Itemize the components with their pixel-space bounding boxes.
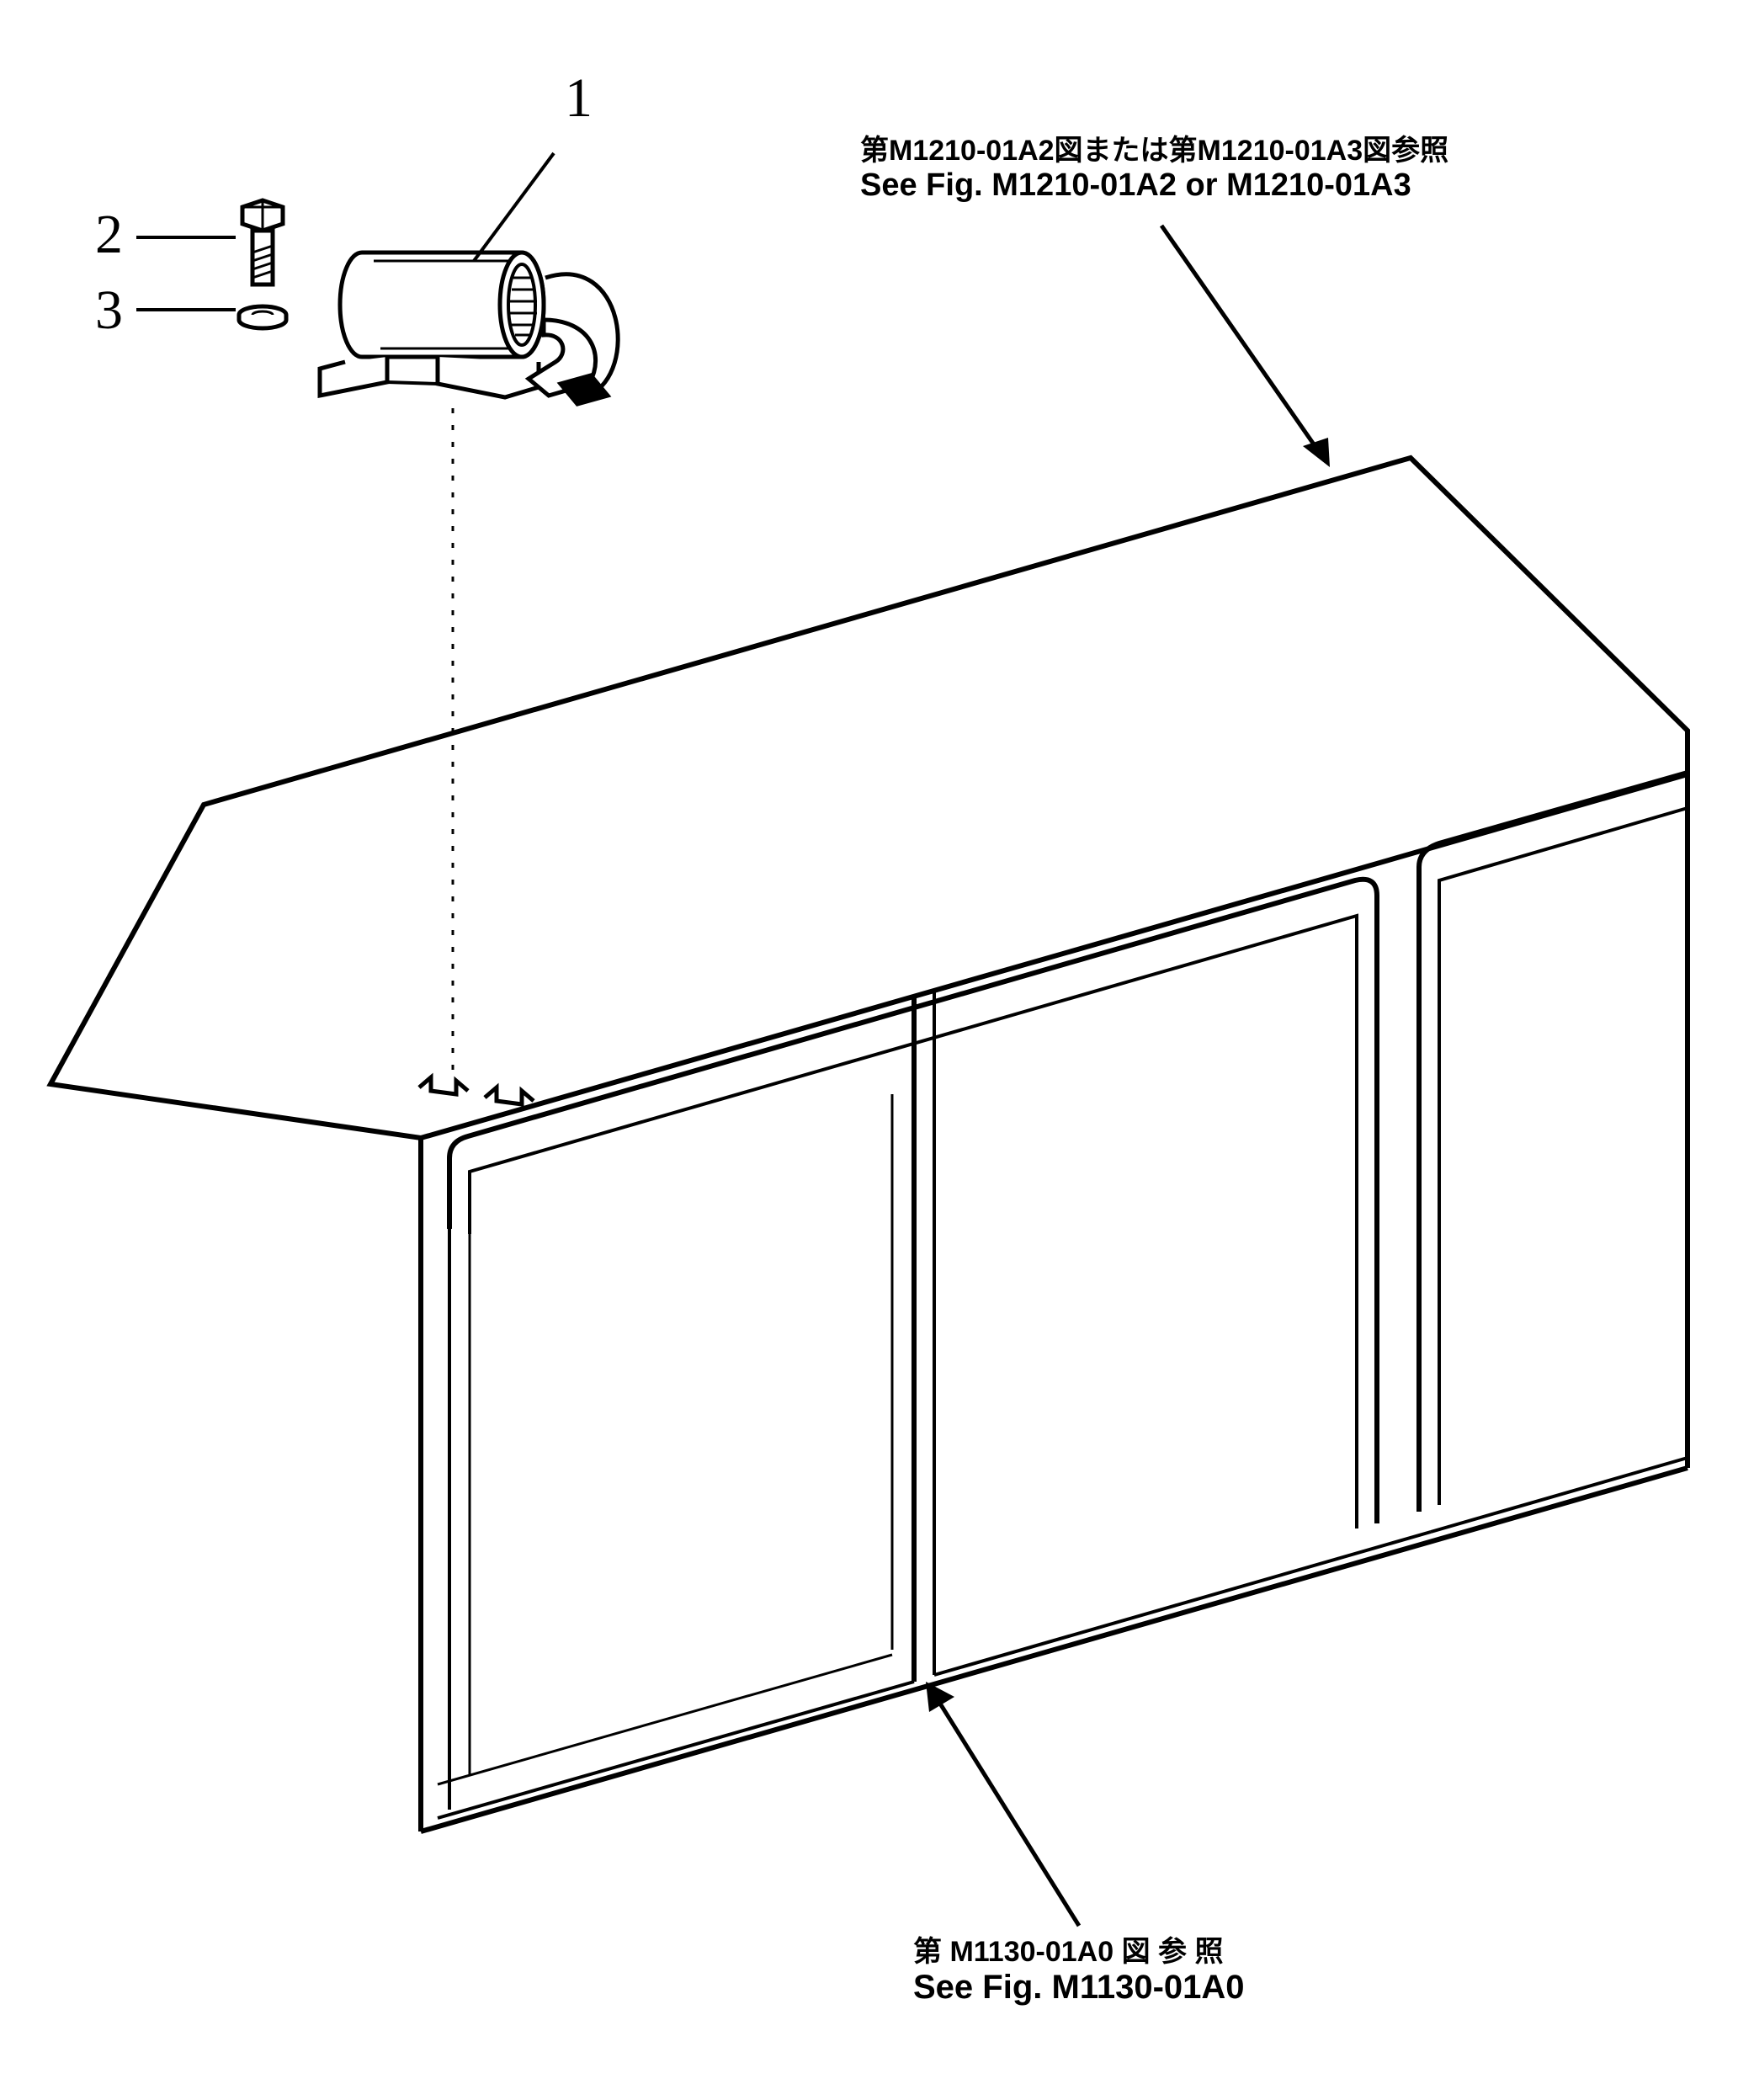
reference-bottom: 第 M1130-01A0 図 参 照 See Fig. M1130-01A0 — [913, 1682, 1245, 2006]
ref-top-en: See Fig. M1210-01A2 or M1210-01A3 — [860, 167, 1411, 203]
callout-1-label: 1 — [565, 67, 593, 129]
part-1-lamp — [320, 253, 618, 404]
ref-bottom-en: See Fig. M1130-01A0 — [913, 1969, 1245, 2006]
part-2-bolt — [242, 200, 283, 284]
ref-bottom-jp: 第 M1130-01A0 図 参 照 — [913, 1936, 1223, 1968]
reference-top: 第M1210-01A2図または第M1210-01A3図参照 See Fig. M… — [860, 135, 1448, 467]
callout-3-label: 3 — [95, 279, 123, 341]
part-3-washer — [239, 306, 286, 328]
exploded-diagram: 1 2 3 第M1210-01A2図または第M1210-01A3図参照 See … — [0, 0, 1738, 2100]
callout-2-label: 2 — [95, 204, 123, 265]
ref-top-jp: 第M1210-01A2図または第M1210-01A3図参照 — [860, 135, 1448, 167]
cab-structure — [50, 458, 1688, 1832]
